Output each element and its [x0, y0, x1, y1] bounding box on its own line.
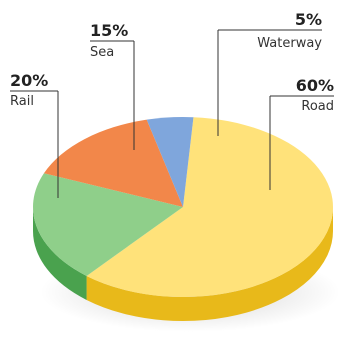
value-label-waterway: 5% — [295, 10, 322, 29]
value-label-road: 60% — [296, 76, 334, 95]
category-label-sea: Sea — [90, 45, 114, 60]
pie-slices — [32, 117, 333, 297]
pie-side-road — [86, 207, 334, 321]
label-road: 60% Road — [269, 76, 334, 190]
pie-side-rail — [33, 207, 87, 300]
category-label-road: Road — [301, 99, 334, 114]
label-waterway: 5% Waterway — [217, 10, 322, 136]
label-rail: 20% Rail — [10, 71, 59, 198]
pie-slice-road — [86, 117, 333, 297]
pie-slice-waterway — [146, 117, 194, 207]
category-label-rail: Rail — [10, 94, 34, 109]
pie-sides — [33, 207, 334, 321]
category-label-waterway: Waterway — [257, 36, 322, 51]
pie-slice-sea — [43, 119, 183, 207]
value-label-rail: 20% — [10, 71, 48, 90]
value-label-sea: 15% — [90, 21, 128, 40]
label-sea: 15% Sea — [90, 21, 135, 150]
pie-slice-rail — [32, 173, 183, 276]
